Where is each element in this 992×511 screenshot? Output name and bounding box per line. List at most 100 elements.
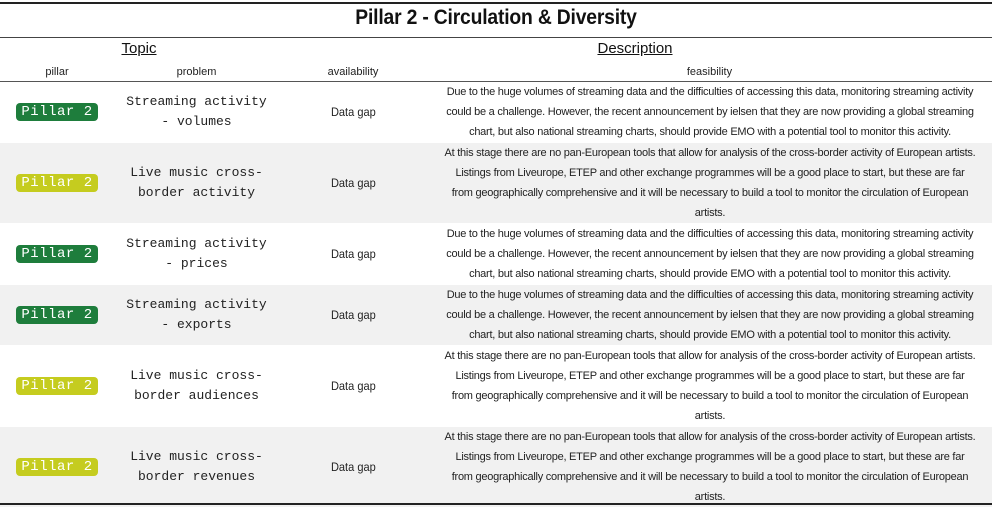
table-row: Pillar 2 Streaming activity - volumes Data … — [0, 82, 992, 143]
feasibility-line: At this stage there are no pan-European … — [444, 350, 976, 362]
availability-cell: Data gap — [279, 224, 427, 284]
pillar-badge: Pillar 2 — [16, 458, 98, 476]
pillar-cell: Pillar 2 — [0, 346, 114, 426]
availability-cell: Data gap — [279, 346, 427, 426]
feasibility-line: chart, but also national streaming chart… — [469, 126, 951, 138]
pillar-badge: Pillar 2 — [16, 103, 98, 121]
feasibility-cell: At this stage there are no pan-European … — [432, 143, 988, 223]
problem-text: Live music cross-border audiences — [119, 366, 274, 406]
problem-line: border activity — [137, 185, 256, 200]
feasibility-text: At this stage there are no pan-European … — [445, 346, 976, 426]
pillar-badge: Pillar 2 — [16, 306, 98, 324]
group-header-topic: Topic — [121, 40, 157, 57]
problem-line: - prices — [165, 256, 228, 271]
feasibility-line: could be a challenge. However, the recen… — [446, 248, 974, 260]
problem-text: Streaming activity - exports — [119, 295, 274, 335]
table-row: Pillar 2 Live music cross-border audience… — [0, 346, 992, 427]
table-row: Pillar 2 Live music cross-border revenues… — [0, 427, 992, 508]
problem-line: Streaming activity — [126, 236, 267, 251]
table-row: Pillar 2 Streaming activity - prices Data g… — [0, 224, 992, 285]
pillar-badge: Pillar 2 — [16, 245, 98, 263]
title-divider — [0, 37, 992, 38]
feasibility-cell: At this stage there are no pan-European … — [432, 427, 988, 507]
feasibility-cell: At this stage there are no pan-European … — [432, 346, 988, 426]
feasibility-line: Due to the huge volumes of streaming dat… — [446, 289, 974, 301]
feasibility-line: Due to the huge volumes of streaming dat… — [446, 86, 974, 98]
problem-line: Streaming activity — [126, 94, 267, 109]
problem-line: Live music cross- — [130, 368, 263, 383]
feasibility-line: At this stage there are no pan-European … — [444, 431, 976, 443]
pillar-cell: Pillar 2 — [0, 224, 114, 284]
feasibility-line: from geographically comprehensive and it… — [451, 471, 969, 483]
feasibility-line: Due to the huge volumes of streaming dat… — [446, 228, 974, 240]
pillar-cell: Pillar 2 — [0, 427, 114, 507]
availability-text: Data gap — [330, 308, 376, 322]
feasibility-line: could be a challenge. However, the recen… — [446, 309, 974, 321]
group-header-description: Description — [597, 40, 673, 57]
feasibility-line: artists. — [694, 207, 726, 219]
problem-text: Streaming activity - prices — [119, 234, 274, 274]
column-header-problem: problem — [176, 66, 217, 78]
problem-cell: Live music cross-border activity — [114, 143, 279, 223]
availability-text: Data gap — [330, 379, 376, 393]
availability-text: Data gap — [330, 176, 376, 190]
pillar-cell: Pillar 2 — [0, 82, 114, 142]
feasibility-line: Listings from Liveurope, ETEP and other … — [455, 167, 965, 179]
availability-text: Data gap — [330, 460, 376, 474]
pillar-cell: Pillar 2 — [0, 285, 114, 345]
feasibility-cell: Due to the huge volumes of streaming dat… — [432, 82, 988, 142]
problem-cell: Live music cross-border revenues — [114, 427, 279, 507]
feasibility-line: could be a challenge. However, the recen… — [446, 106, 974, 118]
column-header-feasibility: feasibility — [686, 66, 733, 78]
feasibility-text: Due to the huge volumes of streaming dat… — [446, 82, 974, 142]
feasibility-line: from geographically comprehensive and it… — [451, 187, 969, 199]
column-header-availability: availability — [327, 66, 379, 78]
pillar-cell: Pillar 2 — [0, 143, 114, 223]
top-border — [0, 2, 992, 4]
availability-text: Data gap — [330, 247, 376, 261]
problem-line: - volumes — [161, 114, 232, 129]
problem-text: Streaming activity - volumes — [119, 92, 274, 132]
feasibility-text: At this stage there are no pan-European … — [445, 143, 976, 223]
table-row: Pillar 2 Live music cross-border activity… — [0, 143, 992, 224]
feasibility-text: At this stage there are no pan-European … — [445, 427, 976, 507]
problem-cell: Streaming activity - prices — [114, 224, 279, 284]
problem-cell: Live music cross-border audiences — [114, 346, 279, 426]
feasibility-line: artists. — [694, 410, 726, 422]
page-title: Pillar 2 - Circulation & Diversity — [355, 6, 637, 29]
feasibility-line: At this stage there are no pan-European … — [444, 147, 976, 159]
feasibility-line: from geographically comprehensive and it… — [451, 390, 969, 402]
availability-text: Data gap — [330, 105, 376, 119]
availability-cell: Data gap — [279, 82, 427, 142]
problem-cell: Streaming activity - volumes — [114, 82, 279, 142]
problem-line: border revenues — [137, 469, 256, 484]
table-body: Pillar 2 Streaming activity - volumes Data … — [0, 82, 992, 508]
problem-line: Streaming activity — [126, 297, 267, 312]
feasibility-text: Due to the huge volumes of streaming dat… — [446, 285, 974, 345]
feasibility-line: Listings from Liveurope, ETEP and other … — [455, 451, 965, 463]
column-header-pillar: pillar — [45, 66, 69, 78]
table-row: Pillar 2 Streaming activity - exports Data … — [0, 285, 992, 346]
problem-line: - exports — [161, 317, 232, 332]
problem-line: Live music cross- — [130, 165, 263, 180]
availability-cell: Data gap — [279, 285, 427, 345]
availability-cell: Data gap — [279, 427, 427, 507]
bottom-border — [0, 503, 992, 505]
feasibility-cell: Due to the huge volumes of streaming dat… — [432, 285, 988, 345]
problem-line: Live music cross- — [130, 449, 263, 464]
feasibility-text: Due to the huge volumes of streaming dat… — [446, 224, 974, 284]
problem-text: Live music cross-border activity — [119, 163, 274, 203]
feasibility-line: artists. — [694, 491, 726, 503]
feasibility-line: chart, but also national streaming chart… — [469, 268, 951, 280]
problem-line: border audiences — [134, 388, 259, 403]
problem-cell: Streaming activity - exports — [114, 285, 279, 345]
feasibility-line: chart, but also national streaming chart… — [469, 329, 951, 341]
availability-cell: Data gap — [279, 143, 427, 223]
pillar-badge: Pillar 2 — [16, 174, 98, 192]
header-divider — [0, 81, 992, 82]
feasibility-cell: Due to the huge volumes of streaming dat… — [432, 224, 988, 284]
problem-text: Live music cross-border revenues — [119, 447, 274, 487]
pillar-badge: Pillar 2 — [16, 377, 98, 395]
feasibility-line: Listings from Liveurope, ETEP and other … — [455, 370, 965, 382]
